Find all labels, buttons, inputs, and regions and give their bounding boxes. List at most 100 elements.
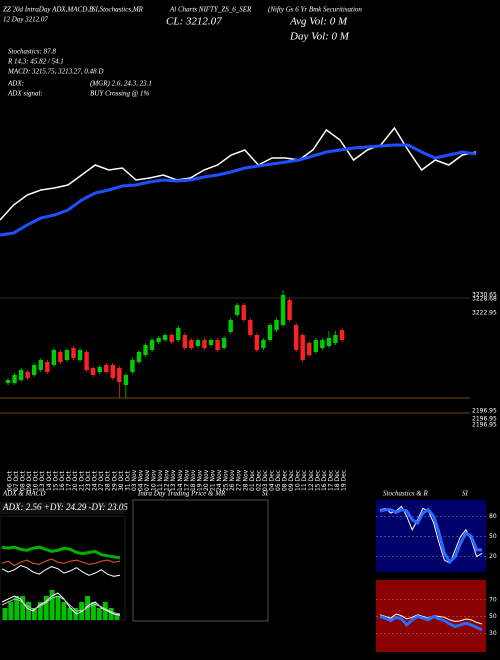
x-tick-label: 24 Nov: [216, 469, 223, 491]
candle-body: [12, 375, 17, 383]
panel-title: Intra Day Trading Price & MR: [137, 490, 226, 498]
candle-body: [280, 295, 286, 325]
x-tick-label: 11 Nov: [157, 469, 164, 491]
x-tick-label: 15 Dec: [314, 470, 321, 491]
price-label: 2196.95: [472, 422, 497, 429]
x-tick-label: 14 Nov: [177, 469, 184, 491]
candle-body: [58, 352, 63, 362]
candle-body: [202, 340, 207, 348]
candle-body: [136, 352, 142, 362]
candle-body: [208, 340, 214, 345]
x-tick-label: 10 Nov: [151, 469, 158, 491]
candle-body: [45, 362, 50, 372]
histogram-bar: [20, 596, 26, 620]
x-tick-label: 03 Nov: [131, 469, 138, 491]
line: [1, 558, 121, 567]
candle-body: [182, 335, 188, 348]
x-tick-label: 04 Dec: [268, 470, 275, 491]
line: [1, 592, 121, 616]
indicator-text: Stochastics: 87.8: [8, 48, 56, 56]
candle-body: [77, 350, 83, 360]
x-tick-label: 16 Dec: [321, 470, 328, 491]
y-tick-label: 70: [489, 596, 497, 603]
line: [1, 564, 121, 577]
x-tick-label: 17 Nov: [183, 469, 190, 491]
panel-title: Stochastics & R: [383, 490, 428, 498]
avg-volume: Avg Vol: 0 M: [289, 16, 348, 28]
candle-body: [307, 343, 312, 355]
price-label: 3230.65: [472, 292, 497, 299]
panel-title: ADX & MACD: [2, 490, 45, 498]
x-tick-label: 12 Dec: [308, 470, 315, 491]
candle-body: [169, 335, 174, 342]
histogram-bar: [49, 590, 55, 620]
candle-body: [5, 380, 11, 383]
histogram-bar: [102, 602, 108, 620]
histogram-bar: [14, 596, 20, 620]
candle-body: [215, 340, 220, 350]
candle-body: [64, 350, 70, 360]
candle-body: [189, 340, 194, 348]
candle-body: [221, 338, 227, 348]
candle-body: [254, 335, 260, 350]
histogram-bar: [2, 608, 8, 620]
line: [0, 143, 477, 237]
x-tick-label: 06 Oct: [7, 470, 14, 491]
x-tick-label: 20 Nov: [203, 469, 210, 491]
indicator-text: MACD: 3215.75, 3213.27, 0.48 D: [7, 68, 103, 76]
histogram-bar: [108, 608, 114, 620]
candle-body: [90, 368, 96, 375]
candle-body: [18, 370, 24, 380]
x-tick-label: 03 Dec: [262, 470, 269, 491]
x-tick-label: 07 Oct: [13, 470, 20, 491]
candle-body: [293, 325, 299, 350]
histogram-bar: [32, 608, 37, 620]
x-tick-label: 12 Nov: [164, 469, 171, 491]
price-label: 2196.95: [472, 416, 497, 423]
y-tick-label: 50: [489, 533, 497, 540]
x-tick-label: 20 Oct: [72, 470, 79, 491]
rsi-background: [376, 580, 486, 652]
x-tick-label: 13 Oct: [39, 470, 46, 491]
candle-body: [228, 320, 233, 332]
candle-body: [313, 340, 319, 352]
candle-body: [248, 320, 253, 335]
indicator-text: ADX:: [7, 80, 24, 88]
candle-body: [261, 340, 266, 348]
y-tick-label: 80: [489, 513, 497, 520]
header-text: 12 Day 3212.07: [3, 16, 48, 24]
x-tick-label: 29 Oct: [111, 470, 118, 491]
x-tick-label: 04 Nov: [137, 469, 144, 491]
header-text: (Nifty Gs 6 Yr Bmk Securitisation: [268, 6, 362, 14]
x-tick-label: 15 Oct: [52, 470, 59, 491]
candle-body: [176, 328, 181, 340]
adx-values: ADX: 2.56 +DY: 24.29 -DY: 23.05: [2, 502, 128, 512]
histogram-bar: [61, 602, 67, 620]
candle-body: [130, 360, 135, 372]
histogram-bar: [37, 602, 43, 620]
x-tick-label: 05 Dec: [275, 470, 282, 491]
indicator-text: BUY Crossing @ 1%: [90, 90, 149, 98]
indicator-text: ADX signal:: [7, 90, 43, 98]
close-price: CL: 3212.07: [166, 16, 222, 28]
x-tick-label: 02 Dec: [255, 470, 262, 491]
candle-body: [333, 335, 338, 343]
day-volume: Day Vol: 0 M: [289, 31, 350, 43]
x-tick-label: 27 Oct: [98, 470, 105, 491]
x-tick-label: 21 Oct: [79, 470, 86, 491]
histogram-bar: [73, 608, 79, 620]
x-tick-label: 11 Dec: [301, 470, 308, 491]
x-tick-label: 31 Oct: [124, 470, 131, 491]
candle-body: [287, 300, 292, 320]
candle-body: [241, 305, 246, 320]
x-tick-label: 26 Nov: [229, 469, 236, 491]
x-tick-label: 23 Oct: [85, 470, 92, 491]
candle-body: [31, 365, 37, 375]
x-tick-label: 18 Nov: [190, 469, 197, 491]
x-tick-label: 19 Nov: [196, 469, 203, 491]
x-tick-label: 10 Oct: [33, 470, 40, 491]
candle-body: [104, 365, 109, 372]
line: [1, 545, 121, 560]
header-text: SI,Stochastics,MR: [92, 6, 144, 14]
